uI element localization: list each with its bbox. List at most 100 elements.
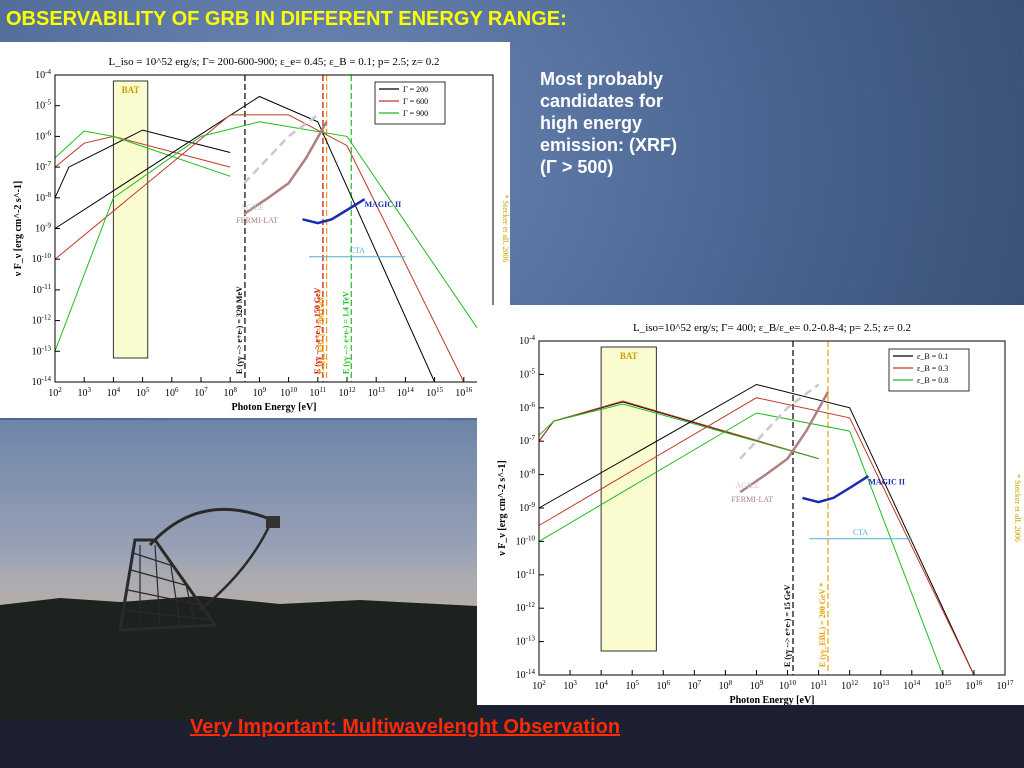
x-tick-label: 105 — [136, 386, 150, 399]
fermi-sensitivity — [243, 121, 328, 215]
magic-label: MAGIC II — [868, 478, 905, 487]
y-tick-label: 10-9 — [519, 501, 535, 514]
y-tick-label: 10-10 — [516, 534, 536, 547]
x-tick-label: 1017 — [997, 679, 1015, 692]
reference-note: * Stecker et all. 2006 — [501, 195, 510, 263]
x-tick-label: 109 — [750, 679, 764, 692]
legend: ε_B = 0.1 ε_B = 0.3 ε_B = 0.8 — [888, 348, 970, 392]
x-tick-label: 102 — [532, 679, 546, 692]
cutoff-label: E (γγ_EBL) = 200 GeV * — [818, 583, 827, 667]
series-line — [538, 401, 819, 460]
x-tick-label: 1012 — [339, 386, 357, 399]
x-tick-label: 1013 — [368, 386, 386, 399]
x-tick-label: 104 — [107, 386, 121, 399]
legend-label: Γ = 200 — [403, 85, 428, 94]
y-tick-label: 10-10 — [32, 252, 52, 265]
x-tick-label: 109 — [253, 386, 267, 399]
y-tick-label: 10-5 — [519, 367, 535, 380]
x-tick-label: 1012 — [841, 679, 859, 692]
series-line — [54, 95, 436, 383]
series-line — [538, 400, 819, 460]
y-tick-label: 10-6 — [519, 401, 535, 414]
reference-note: * Stecker et all. 2006 — [1013, 474, 1022, 542]
fermi-label: FERMI-LAT — [731, 495, 773, 504]
chart-panel-epsilon: L_iso=10^52 erg/s; Γ= 400; ε_B/ε_e= 0.2-… — [477, 305, 1024, 705]
x-tick-label: 102 — [48, 386, 62, 399]
x-tick-label: 108 — [719, 679, 733, 692]
y-tick-label: 10-9 — [35, 222, 51, 235]
side-note: Most probably candidates for high energy… — [540, 68, 740, 178]
photo-camera-arch — [148, 507, 273, 547]
x-tick-label: 1015 — [934, 679, 952, 692]
side-note-line: emission: (XRF) — [540, 135, 678, 155]
x-tick-label: 1010 — [280, 386, 298, 399]
y-tick-label: 10-13 — [516, 635, 536, 648]
legend-label: Γ = 900 — [403, 109, 428, 118]
x-axis-label: Photon Energy [eV] — [232, 402, 317, 413]
bat-label: BAT — [620, 351, 638, 361]
x-tick-label: 1014 — [903, 679, 921, 692]
series-line — [54, 129, 231, 199]
chart-title: L_iso=10^52 erg/s; Γ= 400; ε_B/ε_e= 0.2-… — [633, 322, 911, 334]
y-tick-label: 10-12 — [516, 601, 536, 614]
y-tick-label: 10-4 — [35, 68, 51, 81]
x-tick-label: 1011 — [810, 679, 827, 692]
cutoff-label: E (γγ_EBL) = 200 GeV * — [317, 290, 326, 374]
cutoff-label: E (γγ --> e+e-) = 15 GeV — [783, 584, 792, 667]
series-line — [538, 383, 975, 676]
chart-title: L_iso = 10^52 erg/s; Γ= 200-600-900; ε_e… — [109, 56, 440, 68]
cutoff-label: E (γγ --> e+e-) = 320 MeV — [235, 286, 244, 374]
legend: Γ = 200 Γ = 600 Γ = 900 — [374, 81, 446, 125]
y-tick-label: 10-14 — [32, 375, 52, 388]
x-tick-label: 1010 — [779, 679, 797, 692]
cta-label: CTA — [350, 246, 366, 255]
fermi-sensitivity — [739, 391, 830, 494]
telescope-photo-svg — [0, 420, 477, 720]
fermi-label: FERMI-LAT — [236, 216, 278, 225]
y-tick-label: 10-14 — [516, 668, 536, 681]
agile-sensitivity — [739, 383, 820, 460]
photo-telescope-truss — [124, 544, 211, 626]
y-tick-label: 10-8 — [519, 468, 535, 481]
cutoff-label: E (γγ --> e+e-) = 150 GeV — [313, 287, 322, 374]
x-tick-label: 105 — [625, 679, 639, 692]
series-line — [54, 114, 465, 383]
x-tick-label: 1014 — [397, 386, 415, 399]
chart-panel-gamma: L_iso = 10^52 erg/s; Γ= 200-600-900; ε_e… — [0, 42, 510, 418]
x-tick-label: 1016 — [965, 679, 983, 692]
bottom-note: Very Important: Multiwavelenght Observat… — [190, 716, 621, 738]
x-tick-label: 103 — [77, 386, 91, 399]
chart-gamma-svg: L_iso = 10^52 erg/s; Γ= 200-600-900; ε_e… — [13, 56, 510, 413]
x-tick-label: 108 — [223, 386, 237, 399]
y-axis-label: ν F_ν [erg cm^-2 s^-1] — [13, 181, 24, 278]
x-tick-label: 106 — [165, 386, 179, 399]
legend-label: ε_B = 0.3 — [917, 364, 948, 373]
legend-label: Γ = 600 — [403, 97, 428, 106]
x-tick-label: 1015 — [426, 386, 444, 399]
x-tick-label: 1013 — [872, 679, 890, 692]
chart-epsilon-svg: L_iso=10^52 erg/s; Γ= 400; ε_B/ε_e= 0.2-… — [497, 322, 1022, 705]
y-tick-label: 10-11 — [32, 283, 52, 296]
y-tick-label: 10-4 — [519, 334, 535, 347]
y-tick-label: 10-13 — [32, 344, 52, 357]
series-line — [538, 397, 975, 676]
magic-sensitivity — [302, 198, 366, 225]
x-tick-label: 103 — [563, 679, 577, 692]
magic-sensitivity — [802, 475, 870, 504]
y-tick-label: 10-7 — [35, 160, 51, 173]
legend-label: ε_B = 0.8 — [917, 376, 948, 385]
agile-sensitivity — [243, 113, 319, 185]
y-tick-label: 10-12 — [32, 314, 52, 327]
bat-band — [112, 80, 149, 359]
series-line — [54, 121, 494, 352]
x-tick-label: 1011 — [309, 386, 326, 399]
side-note-line: Most probably — [540, 69, 664, 89]
cutoff-label: E (γγ --> e+e-) = 1.4 TeV — [341, 291, 350, 374]
magic-label: MAGIC II — [365, 200, 402, 209]
photo-foreground — [0, 720, 477, 768]
series-line — [54, 135, 231, 168]
y-tick-label: 10-7 — [519, 434, 535, 447]
bat-band — [600, 346, 657, 652]
cta-label: CTA — [853, 528, 869, 537]
x-axis-label: Photon Energy [eV] — [730, 695, 815, 705]
